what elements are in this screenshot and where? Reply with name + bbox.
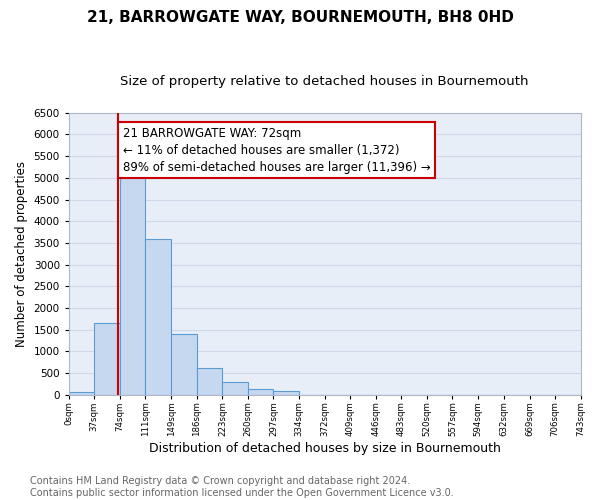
Title: Size of property relative to detached houses in Bournemouth: Size of property relative to detached ho… [121, 75, 529, 88]
Text: 21, BARROWGATE WAY, BOURNEMOUTH, BH8 0HD: 21, BARROWGATE WAY, BOURNEMOUTH, BH8 0HD [86, 10, 514, 25]
Bar [120, 174, 145, 394]
Y-axis label: Number of detached properties: Number of detached properties [15, 160, 28, 346]
Bar [197, 368, 223, 394]
Bar [248, 388, 274, 394]
Text: 21 BARROWGATE WAY: 72sqm
← 11% of detached houses are smaller (1,372)
89% of sem: 21 BARROWGATE WAY: 72sqm ← 11% of detach… [122, 126, 430, 174]
Bar [274, 390, 299, 394]
Bar [223, 382, 248, 394]
Bar [69, 392, 94, 394]
Bar [94, 323, 120, 394]
Text: Contains HM Land Registry data © Crown copyright and database right 2024.
Contai: Contains HM Land Registry data © Crown c… [30, 476, 454, 498]
Bar [145, 238, 172, 394]
Bar [172, 334, 197, 394]
X-axis label: Distribution of detached houses by size in Bournemouth: Distribution of detached houses by size … [149, 442, 500, 455]
